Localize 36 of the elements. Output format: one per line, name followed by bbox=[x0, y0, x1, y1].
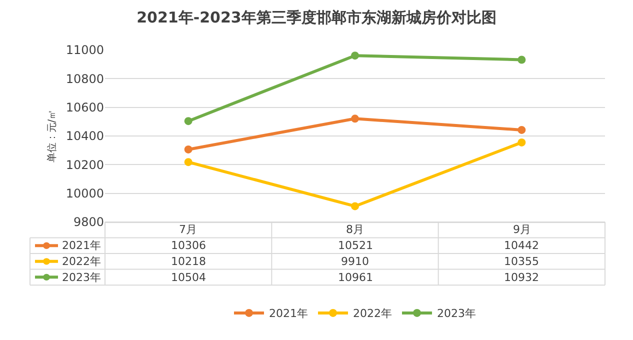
data-label: 10218 bbox=[171, 255, 206, 268]
point bbox=[184, 158, 192, 166]
y-tick-label: 10800 bbox=[66, 72, 104, 86]
data-label: 9910 bbox=[341, 255, 369, 268]
legend-label: 2021年 bbox=[62, 239, 101, 252]
point bbox=[518, 56, 526, 64]
y-tick-label: 11000 bbox=[66, 43, 104, 58]
data-label: 10355 bbox=[504, 255, 539, 268]
y-tick-label: 10600 bbox=[66, 100, 104, 115]
point bbox=[351, 202, 359, 210]
y-tick-label: 10000 bbox=[66, 186, 104, 201]
chart-title: 2021年-2023年第三季度邯郸市东湖新城房价对比图 bbox=[136, 8, 496, 26]
data-label: 10442 bbox=[504, 239, 539, 252]
point bbox=[184, 145, 192, 154]
y-tick-label: 9800 bbox=[73, 215, 104, 230]
point bbox=[184, 117, 192, 126]
data-label: 10932 bbox=[504, 271, 539, 284]
legend-label: 2023年 bbox=[62, 271, 101, 284]
x-tick-label: 9月 bbox=[513, 223, 531, 236]
point bbox=[351, 114, 359, 123]
x-tick-label: 8月 bbox=[346, 223, 364, 236]
data-label: 10961 bbox=[338, 271, 373, 284]
text: 2022年 bbox=[353, 307, 392, 320]
y-tick-label: 10400 bbox=[66, 129, 104, 144]
point bbox=[351, 52, 359, 60]
legend-label: 2022年 bbox=[62, 255, 101, 268]
y-axis-title: 单位：元/㎡ bbox=[46, 109, 58, 163]
point bbox=[518, 138, 526, 146]
y-tick-label: 10200 bbox=[66, 158, 104, 172]
point bbox=[518, 126, 526, 134]
text: 2021年 bbox=[269, 307, 308, 320]
data-label: 10521 bbox=[338, 239, 373, 252]
text: 2023年 bbox=[437, 307, 476, 320]
data-label: 10504 bbox=[171, 271, 206, 284]
x-tick-label: 7月 bbox=[179, 223, 197, 236]
data-label: 10306 bbox=[171, 239, 206, 252]
